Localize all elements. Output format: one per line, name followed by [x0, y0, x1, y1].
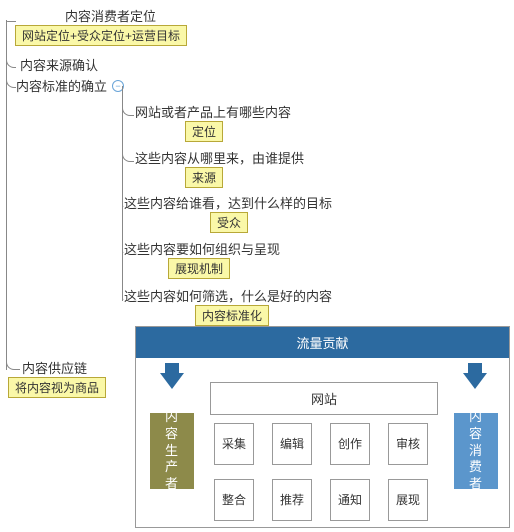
- site-box: 网站: [210, 382, 438, 415]
- tag-display: 展现机制: [168, 258, 230, 279]
- box-display: 展现: [388, 479, 428, 521]
- flow-diagram: 流量贡献 内容生产者 内容消费者 网站 采集 编辑 创作 审核 整合 推荐 通知…: [135, 326, 510, 528]
- box-collect: 采集: [214, 423, 254, 465]
- box-notify: 通知: [330, 479, 370, 521]
- tag-audience: 受众: [210, 212, 248, 233]
- child-standard: 这些内容如何筛选，什么是好的内容: [124, 286, 332, 305]
- node-content-standard: 内容标准的确立: [16, 76, 107, 95]
- tag-source: 来源: [185, 167, 223, 188]
- consumer-box: 内容消费者: [454, 413, 498, 489]
- box-review: 审核: [388, 423, 428, 465]
- tag-standard: 内容标准化: [195, 305, 269, 326]
- tag-site-audience-goal: 网站定位+受众定位+运营目标: [15, 25, 187, 46]
- box-integrate: 整合: [214, 479, 254, 521]
- node-content-source: 内容来源确认: [20, 55, 98, 74]
- box-create: 创作: [330, 423, 370, 465]
- node-supply-chain: 内容供应链: [22, 358, 87, 377]
- box-recommend: 推荐: [272, 479, 312, 521]
- node-consumer-positioning: 内容消费者定位: [65, 6, 156, 25]
- child-audience: 这些内容给谁看，达到什么样的目标: [124, 193, 332, 212]
- box-edit: 编辑: [272, 423, 312, 465]
- producer-box: 内容生产者: [150, 413, 194, 489]
- tag-supply-chain: 将内容视为商品: [8, 377, 106, 398]
- tag-positioning: 定位: [185, 121, 223, 142]
- child-positioning: 网站或者产品上有哪些内容: [135, 102, 291, 121]
- child-display: 这些内容要如何组织与呈现: [124, 239, 280, 258]
- child-source: 这些内容从哪里来，由谁提供: [135, 148, 304, 167]
- flow-header: 流量贡献: [136, 327, 509, 358]
- arrow-consumer: [463, 373, 487, 389]
- arrow-producer: [160, 373, 184, 389]
